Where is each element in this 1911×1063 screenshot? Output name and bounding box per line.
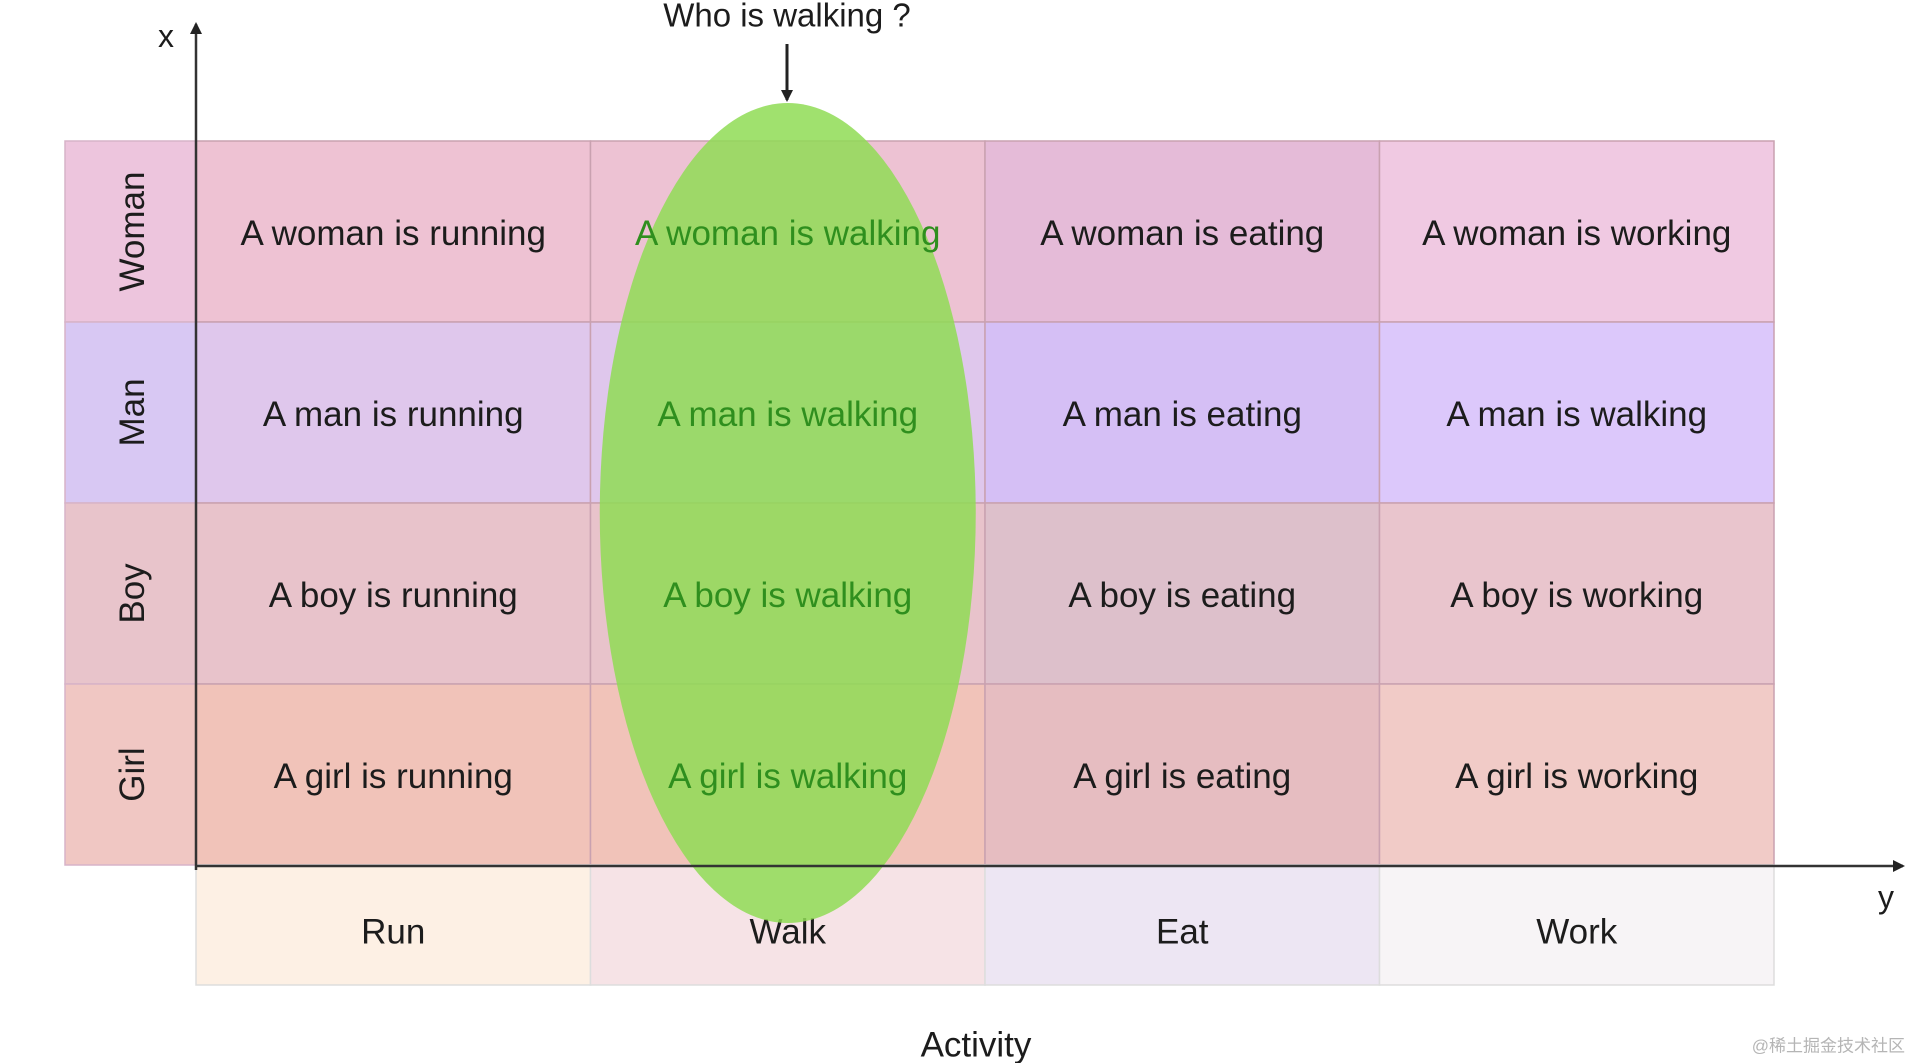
horizontal-axis-letter: y (1878, 879, 1894, 915)
cell-woman-work (1378, 140, 1775, 323)
cell-text-girl-walk: A girl is walking (668, 757, 907, 796)
row-label-girl: Girl (113, 747, 152, 801)
row-header-man (64, 321, 197, 504)
cell-text-boy-eat: A boy is eating (1068, 576, 1296, 615)
cell-man-work (1378, 321, 1775, 504)
column-header-work (1378, 864, 1775, 986)
cell-text-girl-work: A girl is working (1455, 757, 1698, 796)
cell-girl-work (1378, 683, 1775, 866)
cell-text-man-eat: A man is eating (1063, 395, 1302, 434)
watermark-text: @稀土掘金技术社区 (1752, 1037, 1905, 1056)
cell-text-man-walk: A man is walking (657, 395, 918, 434)
question-title: Who is walking ? (663, 0, 911, 34)
row-label-man: Man (113, 378, 152, 446)
cell-woman-run (195, 140, 592, 323)
cell-girl-eat (984, 683, 1381, 866)
row-header-woman (64, 140, 197, 323)
cell-text-man-run: A man is running (263, 395, 524, 434)
cell-text-woman-eat: A woman is eating (1040, 214, 1324, 253)
cell-labels: A woman is running A woman is walking A wo… (241, 214, 1732, 796)
activity-axis-label: Activity (921, 1026, 1032, 1063)
cell-text-boy-work: A boy is working (1450, 576, 1703, 615)
cell-woman-eat (984, 140, 1381, 323)
cell-boy-eat (984, 502, 1381, 685)
row-header-boy (64, 502, 197, 685)
column-header-run (195, 864, 592, 986)
cell-text-boy-walk: A boy is walking (663, 576, 912, 615)
cell-text-girl-run: A girl is running (274, 757, 513, 796)
column-label-eat: Eat (1156, 913, 1209, 952)
walk-highlight-ellipse (599, 103, 976, 923)
cell-girl-run (195, 683, 592, 866)
cell-text-woman-walk: A woman is walking (635, 214, 940, 253)
row-label-woman: Woman (113, 172, 152, 292)
column-label-run: Run (361, 913, 425, 952)
cell-text-boy-run: A boy is running (269, 576, 518, 615)
row-header-girl (64, 683, 197, 866)
column-label-work: Work (1536, 913, 1618, 952)
cell-text-woman-work: A woman is working (1422, 214, 1731, 253)
cell-text-girl-eat: A girl is eating (1073, 757, 1291, 796)
cell-text-man-work: A man is walking (1446, 395, 1707, 434)
vertical-axis-letter: x (158, 18, 174, 54)
cell-text-woman-run: A woman is running (241, 214, 546, 253)
row-label-boy: Boy (113, 563, 152, 624)
column-headers: Run Walk Eat Work (195, 864, 1775, 986)
cell-boy-work (1378, 502, 1775, 685)
cell-boy-run (195, 502, 592, 685)
column-header-eat (984, 864, 1381, 986)
row-headers: Woman Man Boy Girl (64, 140, 197, 866)
